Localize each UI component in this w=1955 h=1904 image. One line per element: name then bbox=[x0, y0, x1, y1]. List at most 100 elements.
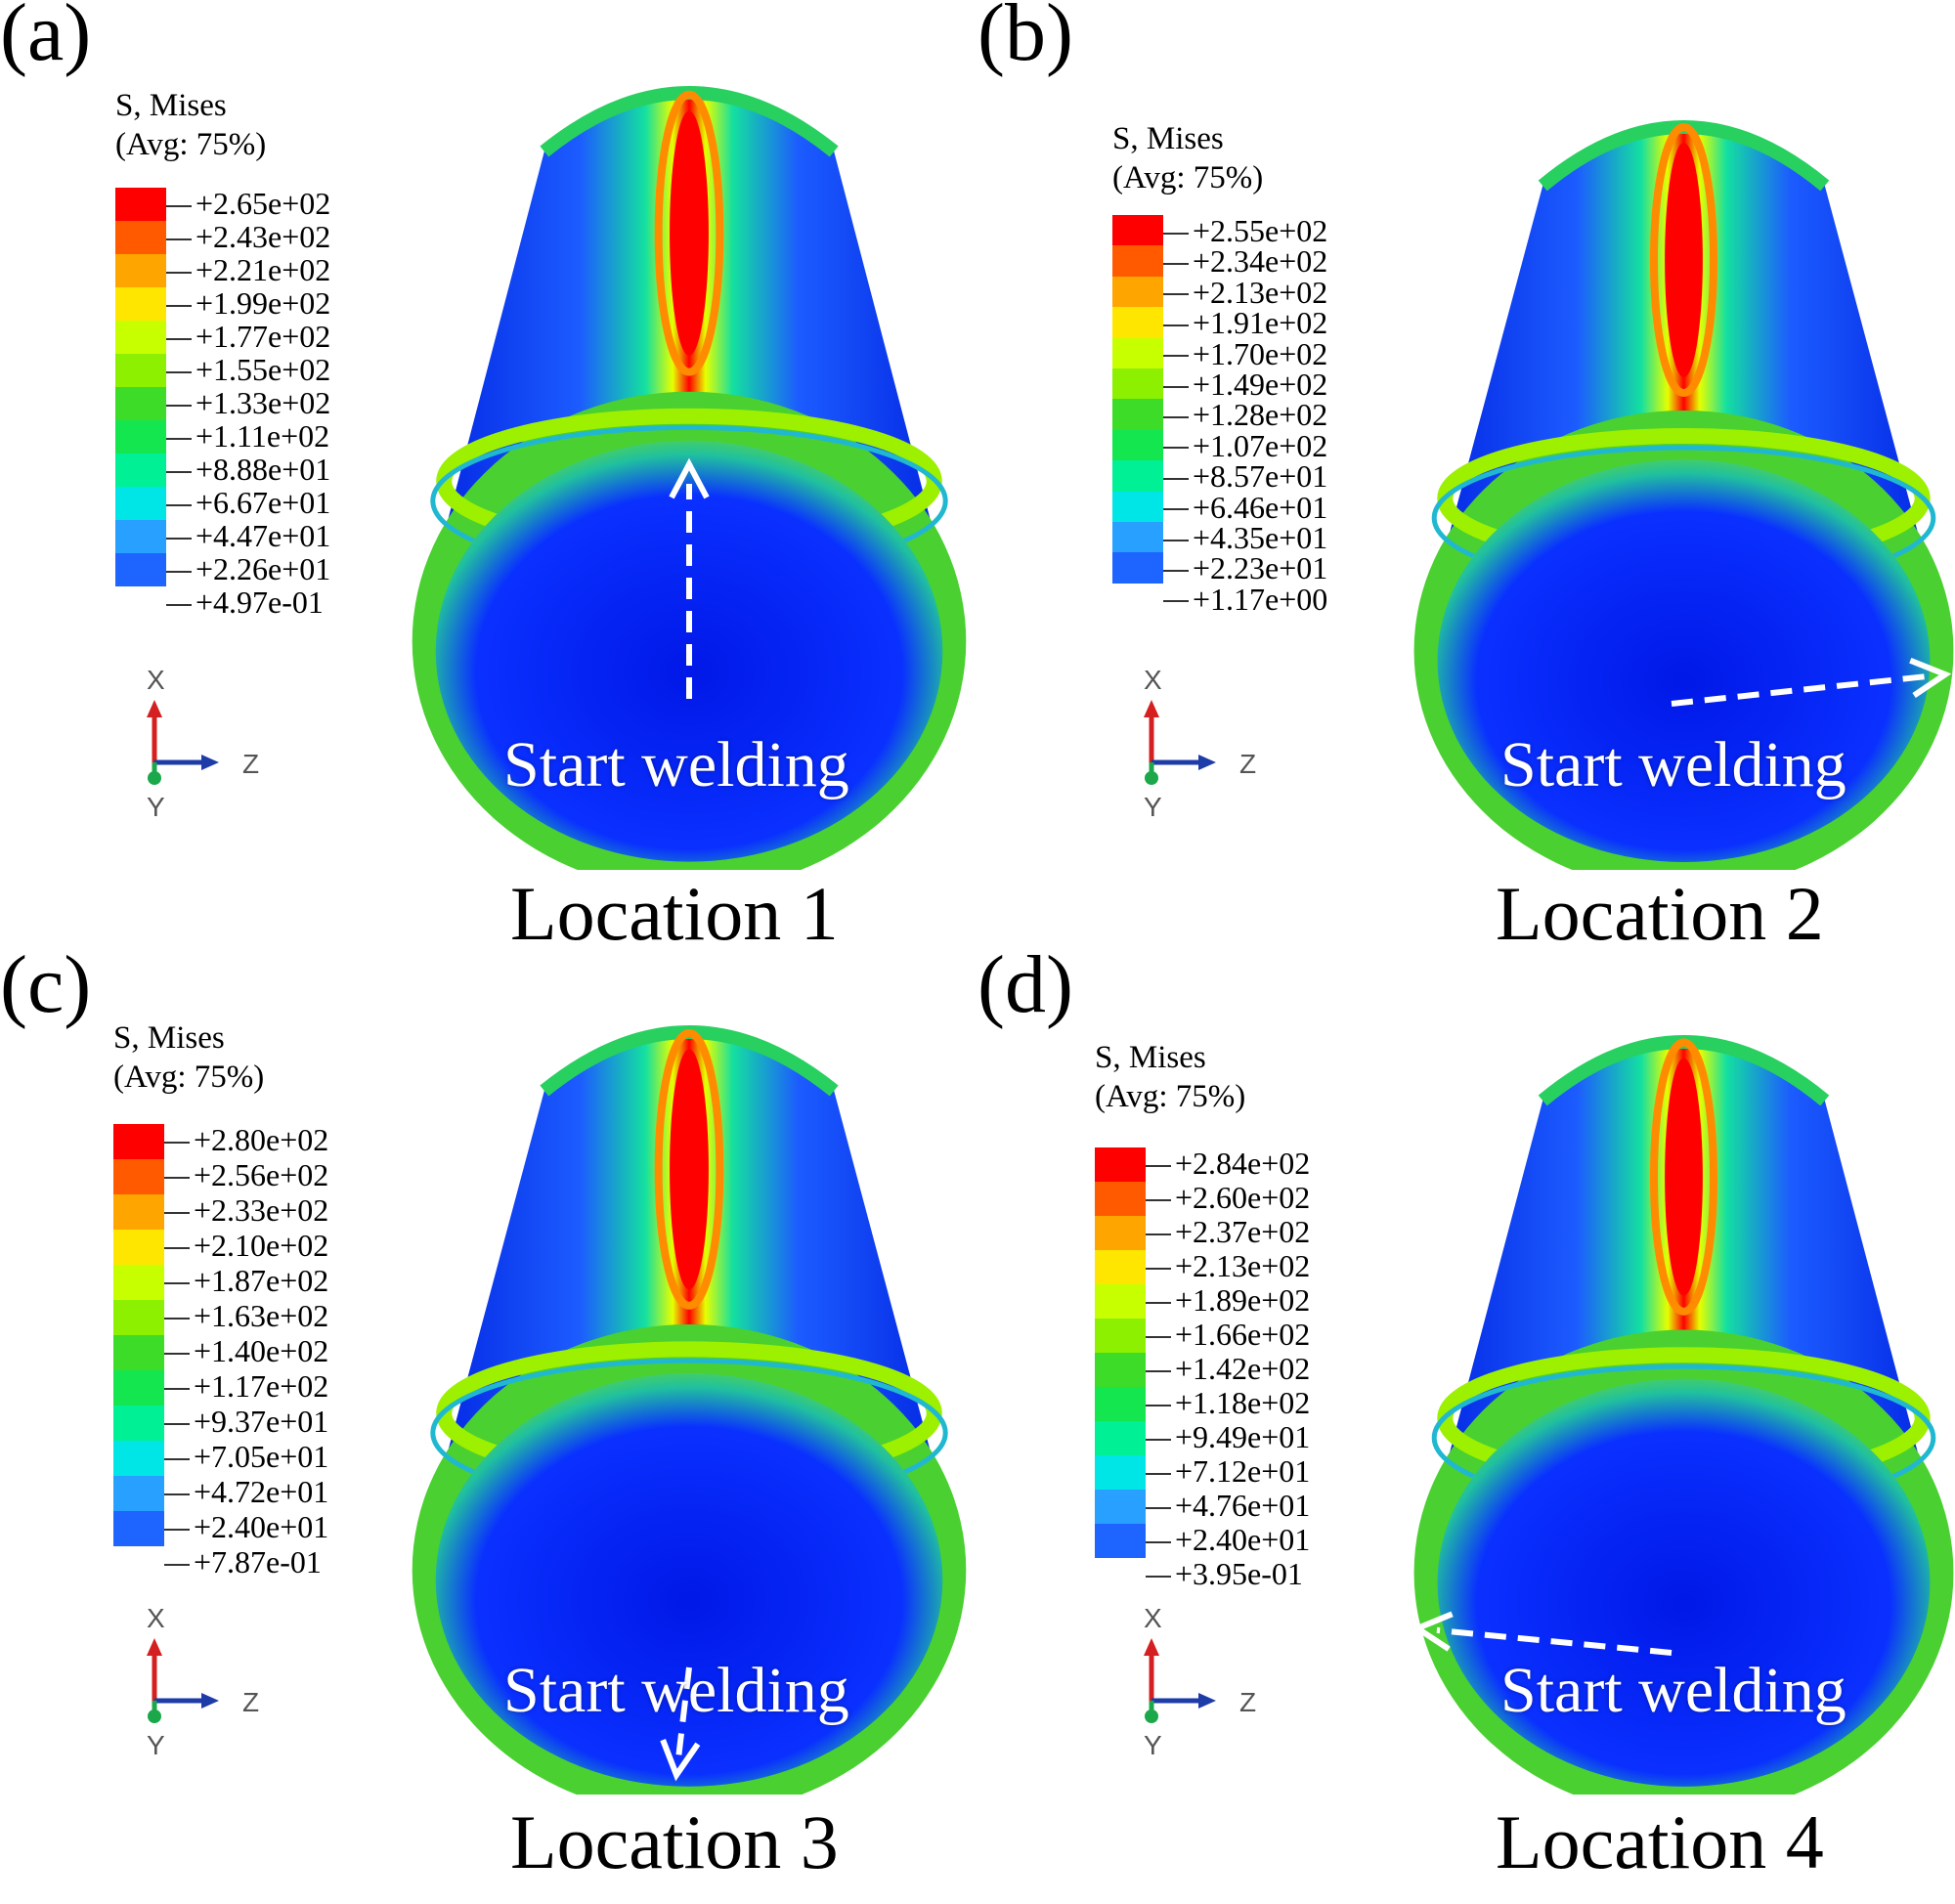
color-swatch bbox=[1095, 1490, 1146, 1524]
color-swatch bbox=[1112, 368, 1163, 400]
color-swatch bbox=[1095, 1250, 1146, 1284]
panel-d: (d) S, Mises (Avg: 75%) +2.84e+02 +2.60e+… bbox=[978, 952, 1955, 1904]
vessel-graphic bbox=[412, 1025, 967, 1816]
color-bar bbox=[1095, 1147, 1146, 1558]
color-swatch bbox=[1112, 521, 1163, 553]
panel-label: (a) bbox=[0, 0, 92, 78]
color-swatch bbox=[113, 1194, 164, 1230]
color-swatch bbox=[1112, 215, 1163, 246]
color-swatch bbox=[1095, 1147, 1146, 1182]
location-label: Location 3 bbox=[510, 1799, 839, 1884]
weld-direction-arrowhead bbox=[1909, 657, 1952, 699]
color-swatch bbox=[113, 1476, 164, 1511]
start-welding-label: Start welding bbox=[1500, 729, 1846, 801]
color-swatch bbox=[115, 420, 166, 454]
axis-z-label: Z bbox=[1239, 1687, 1257, 1717]
panel-label: (d) bbox=[978, 952, 1073, 1030]
color-swatch bbox=[115, 287, 166, 321]
color-swatch bbox=[113, 1441, 164, 1476]
axis-z-label: Z bbox=[242, 749, 260, 779]
color-swatch bbox=[1095, 1284, 1146, 1319]
triad-graphic bbox=[147, 700, 219, 785]
triad-graphic bbox=[1144, 1638, 1216, 1723]
color-swatch bbox=[115, 254, 166, 287]
color-swatch bbox=[115, 487, 166, 520]
color-swatch bbox=[1112, 460, 1163, 492]
weld-direction-arrowhead bbox=[669, 457, 710, 499]
start-welding-label: Start welding bbox=[1500, 1655, 1846, 1726]
color-swatch bbox=[113, 1406, 164, 1441]
weld-direction-arrow bbox=[1671, 673, 1927, 707]
legend-title: S, Mises (Avg: 75%) bbox=[1112, 121, 1264, 195]
panel-a: (a) S, Mises (Avg: 75%) +2.65e+02 +2.43e+… bbox=[0, 0, 978, 952]
color-swatch bbox=[1112, 491, 1163, 522]
axis-x-label: X bbox=[1144, 1603, 1162, 1633]
vessel-contour bbox=[411, 993, 968, 1816]
weld-direction-arrow bbox=[1436, 1626, 1673, 1656]
color-swatch bbox=[115, 553, 166, 586]
color-swatch bbox=[115, 454, 166, 487]
color-swatch bbox=[115, 354, 166, 387]
panel-label: (b) bbox=[978, 0, 1073, 78]
axis-x-label: X bbox=[1144, 665, 1162, 695]
weld-direction-arrowhead bbox=[660, 1739, 701, 1782]
color-swatch bbox=[113, 1370, 164, 1406]
color-swatch bbox=[1095, 1319, 1146, 1353]
color-swatch bbox=[115, 188, 166, 221]
triad-graphic bbox=[147, 1638, 219, 1723]
weld-direction-arrow bbox=[675, 1666, 692, 1756]
vessel-graphic bbox=[1413, 120, 1954, 891]
color-swatch bbox=[1112, 552, 1163, 584]
axis-y-label: Y bbox=[147, 1730, 165, 1760]
color-swatch bbox=[113, 1300, 164, 1335]
panel-b: (b) S, Mises (Avg: 75%) +2.55e+02 +2.34e+… bbox=[978, 0, 1955, 952]
vessel-graphic bbox=[1411, 1035, 1954, 1816]
color-swatch bbox=[1112, 399, 1163, 430]
color-swatch bbox=[115, 520, 166, 553]
color-swatch bbox=[1112, 429, 1163, 461]
color-bar bbox=[113, 1124, 164, 1546]
color-swatch bbox=[113, 1511, 164, 1546]
vessel-contour bbox=[1411, 1003, 1955, 1816]
color-bar bbox=[1112, 215, 1163, 584]
color-swatch bbox=[115, 387, 166, 420]
color-swatch bbox=[115, 221, 166, 254]
color-swatch bbox=[1112, 276, 1163, 308]
color-swatch bbox=[1112, 337, 1163, 368]
start-welding-label: Start welding bbox=[503, 1655, 849, 1726]
triad-graphic bbox=[1144, 700, 1216, 785]
panel-c: (c) S, Mises (Avg: 75%) +2.80e+02 +2.56e+… bbox=[0, 952, 978, 1904]
axis-y-label: Y bbox=[147, 792, 165, 822]
color-swatch bbox=[1095, 1524, 1146, 1558]
axis-x-label: X bbox=[147, 665, 165, 695]
color-swatch bbox=[115, 321, 166, 354]
color-swatch bbox=[1112, 307, 1163, 338]
color-swatch bbox=[1095, 1387, 1146, 1421]
start-welding-label: Start welding bbox=[503, 729, 849, 801]
axis-y-label: Y bbox=[1144, 792, 1162, 822]
color-swatch bbox=[1095, 1455, 1146, 1490]
axis-x-label: X bbox=[147, 1603, 165, 1633]
color-swatch bbox=[113, 1265, 164, 1300]
color-swatch bbox=[113, 1159, 164, 1194]
weld-direction-arrowhead bbox=[1411, 1611, 1454, 1652]
color-swatch bbox=[113, 1124, 164, 1159]
axis-y-label: Y bbox=[1144, 1730, 1162, 1760]
legend-title: S, Mises (Avg: 75%) bbox=[1095, 1040, 1246, 1114]
legend-title: S, Mises (Avg: 75%) bbox=[113, 1020, 265, 1095]
vessel-contour bbox=[411, 54, 968, 891]
color-swatch bbox=[1095, 1182, 1146, 1216]
legend-title: S, Mises (Avg: 75%) bbox=[115, 88, 267, 162]
axis-z-label: Z bbox=[242, 1687, 260, 1717]
location-label: Location 4 bbox=[1496, 1799, 1824, 1884]
location-label: Location 1 bbox=[510, 871, 839, 952]
axis-z-label: Z bbox=[1239, 749, 1257, 779]
color-bar bbox=[115, 188, 166, 586]
color-swatch bbox=[113, 1335, 164, 1370]
color-swatch bbox=[1095, 1353, 1146, 1387]
vessel-contour bbox=[1412, 88, 1955, 891]
color-swatch bbox=[1095, 1421, 1146, 1455]
location-label: Location 2 bbox=[1496, 871, 1824, 952]
color-swatch bbox=[1112, 245, 1163, 277]
vessel-graphic bbox=[412, 86, 967, 891]
